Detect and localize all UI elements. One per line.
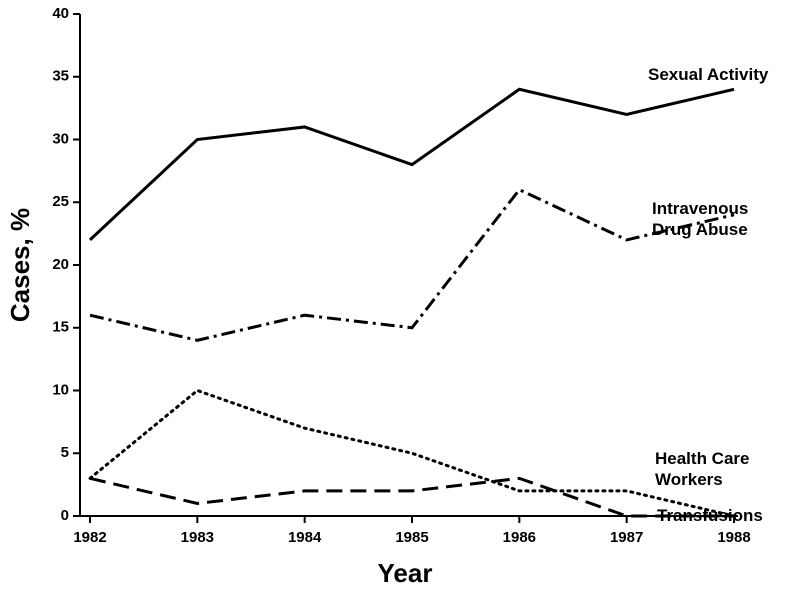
- y-tick-label: 25: [52, 193, 69, 210]
- series-line: [88, 87, 735, 241]
- series-line: [89, 187, 735, 342]
- series-line: [89, 476, 734, 518]
- series-label: Transfusions: [657, 506, 763, 525]
- x-tick-label: 1987: [610, 529, 643, 546]
- y-tick-label: 5: [61, 444, 69, 461]
- series-line: [88, 388, 736, 518]
- y-tick-label: 20: [52, 256, 69, 273]
- y-tick-label: 0: [61, 507, 69, 524]
- x-tick-label: 1983: [181, 529, 214, 546]
- x-tick-label: 1982: [73, 529, 106, 546]
- y-tick-label: 10: [52, 381, 69, 398]
- x-tick-label: 1984: [288, 529, 322, 546]
- series-label: Sexual Activity: [648, 65, 769, 84]
- y-tick-label: 35: [52, 68, 69, 85]
- y-tick-label: 40: [52, 5, 69, 22]
- x-tick-label: 1988: [717, 529, 750, 546]
- x-tick-label: 1986: [503, 529, 536, 546]
- x-tick-label: 1985: [395, 529, 428, 546]
- series-label: Health Care Workers: [655, 449, 750, 489]
- y-axis-label: Cases, %: [5, 208, 35, 322]
- y-tick-label: 30: [52, 130, 69, 147]
- series-label: Intravenous Drug Abuse: [652, 199, 749, 239]
- y-tick-label: 15: [52, 319, 69, 336]
- x-axis-label: Year: [378, 558, 433, 588]
